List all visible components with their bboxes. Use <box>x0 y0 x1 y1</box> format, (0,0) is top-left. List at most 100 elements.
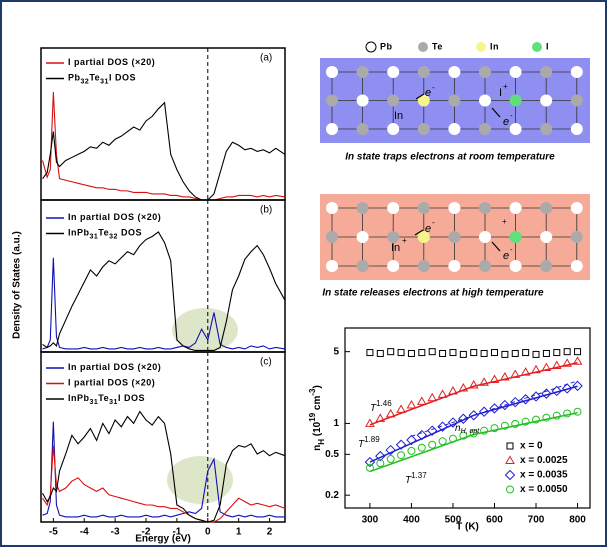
text-part: ) <box>152 57 156 67</box>
data-point <box>458 383 469 392</box>
dos-curve <box>42 421 285 518</box>
legend-label: Pb <box>380 41 393 51</box>
diagram-label: + <box>402 236 407 245</box>
text-part: I DOS <box>118 393 145 403</box>
fit-line <box>411 380 578 437</box>
data-point <box>387 348 395 356</box>
legend-label: In partial DOS (×20) <box>68 212 161 222</box>
atom <box>570 94 583 107</box>
text-part: 31 <box>109 399 118 406</box>
highlight <box>167 456 233 504</box>
diagram-label: e <box>503 116 509 128</box>
data-point <box>418 349 426 357</box>
data-point <box>375 450 386 462</box>
data-point <box>416 429 428 441</box>
data-point <box>364 456 376 468</box>
diagram-label: + <box>502 217 507 226</box>
x-tick-label: 2 <box>267 527 273 538</box>
atom <box>570 202 583 214</box>
atom <box>540 202 553 214</box>
y-tick-label: 0.5 <box>325 449 339 460</box>
atom <box>509 202 522 214</box>
data-point <box>490 349 498 357</box>
atom <box>479 66 491 78</box>
x-tick-label: 700 <box>528 515 545 526</box>
data-point <box>376 349 384 357</box>
atom <box>356 231 369 243</box>
data-point <box>520 394 531 405</box>
atom <box>448 66 461 78</box>
legend-label: I partial DOS (×20) <box>68 378 155 388</box>
annotation: T1.46 <box>370 399 392 414</box>
atom <box>326 260 338 272</box>
text-part: In partial DOS (× <box>68 212 147 222</box>
dos-curve <box>42 101 286 201</box>
legend-label: x = 0 <box>520 441 543 452</box>
y-tick-label: 5 <box>333 346 339 357</box>
text-part: ) <box>152 378 156 388</box>
annotation: T1.89 <box>358 435 380 450</box>
x-tick-label: 400 <box>403 515 420 526</box>
data-point <box>500 372 510 381</box>
data-point <box>562 358 573 367</box>
panel-label: (b) <box>260 205 272 216</box>
text-part: 32 <box>81 79 90 86</box>
y-axis-label: Density of States (a.u.) <box>12 231 23 339</box>
legend-marker <box>506 442 514 450</box>
data-point <box>551 360 562 369</box>
x-tick-label: 800 <box>569 515 586 526</box>
data-point <box>572 380 583 392</box>
atom <box>479 202 491 214</box>
data-point <box>552 411 561 420</box>
annotation-exponent: 1.89 <box>364 435 380 444</box>
data-point <box>385 408 396 418</box>
atom <box>356 123 369 135</box>
caption: In state traps electrons at room tempera… <box>345 152 555 163</box>
data-point <box>375 413 386 422</box>
atom <box>479 260 491 272</box>
text-part: 20 <box>141 378 152 388</box>
x-tick-label: -3 <box>111 527 120 538</box>
text-part: Te <box>98 228 109 238</box>
data-point <box>397 451 406 460</box>
x-axis-label: Energy (eV) <box>135 534 191 545</box>
y-axis-label-part: 19 <box>308 412 317 421</box>
atom <box>509 260 522 272</box>
text-part: I partial DOS (× <box>68 57 141 67</box>
atom <box>540 94 553 107</box>
plot-frame <box>40 47 286 201</box>
text-part: ) <box>158 362 162 372</box>
annotation-text: T <box>370 403 377 414</box>
arrow <box>491 107 501 118</box>
diagram-label: In <box>391 242 400 254</box>
data-point <box>572 356 583 365</box>
legend-label: x = 0.0035 <box>520 470 568 481</box>
annotation-text: T <box>358 439 365 450</box>
atom <box>540 66 553 78</box>
atom <box>570 260 583 272</box>
data-point <box>459 350 467 358</box>
dos-curve <box>42 92 286 201</box>
data-point <box>395 439 407 450</box>
x-tick-label: -4 <box>80 527 89 538</box>
plot-frame <box>344 327 591 509</box>
atom <box>356 94 369 107</box>
legend-label: I partial DOS (×20) <box>68 57 155 67</box>
data-point <box>439 349 447 357</box>
legend-marker <box>505 455 515 464</box>
data-point <box>489 403 500 414</box>
legend-label: In partial DOS (×20) <box>68 362 161 372</box>
legend-label: x = 0.0050 <box>520 484 568 495</box>
dos-curve <box>42 410 286 523</box>
atom <box>326 66 338 78</box>
diagram-label: - <box>432 218 435 227</box>
x-axis-label: T (K) <box>456 522 479 533</box>
atom <box>448 94 461 107</box>
data-point <box>542 413 551 422</box>
data-point <box>521 417 530 426</box>
data-point <box>365 418 375 427</box>
data-point <box>416 396 427 405</box>
legend-label: Pb32Te31I DOS <box>68 73 136 86</box>
